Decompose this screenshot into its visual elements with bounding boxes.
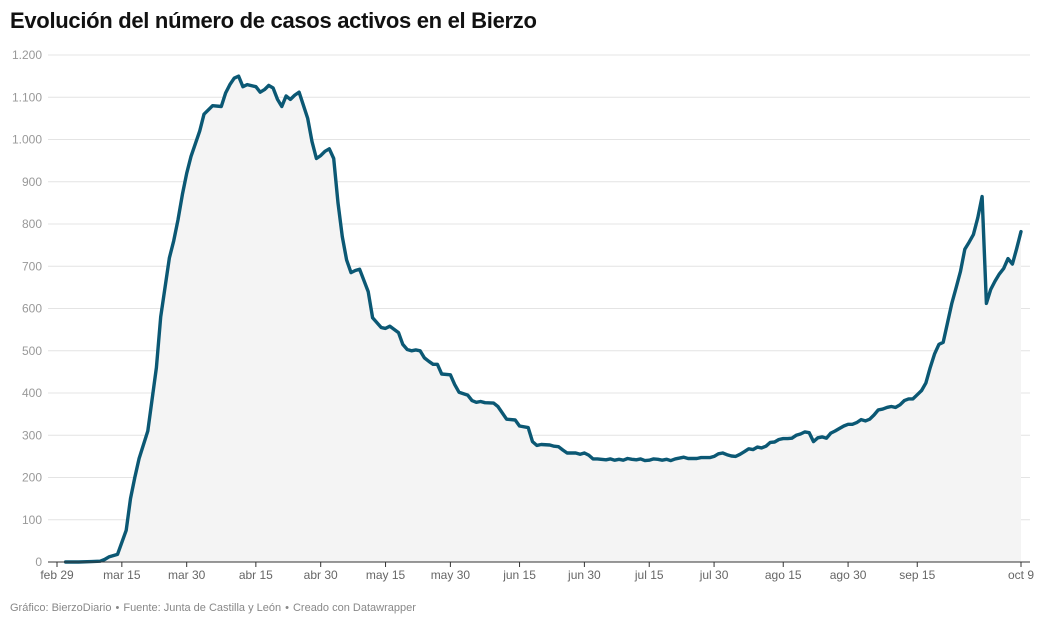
x-tick-label: mar 15 bbox=[103, 568, 141, 582]
y-tick-label: 500 bbox=[22, 344, 42, 358]
x-tick-label: may 30 bbox=[431, 568, 471, 582]
y-tick-label: 0 bbox=[35, 555, 42, 569]
x-tick-label: abr 30 bbox=[304, 568, 338, 582]
x-tick-label: abr 15 bbox=[239, 568, 273, 582]
x-tick-label: oct 9 bbox=[1008, 568, 1034, 582]
y-tick-label: 400 bbox=[22, 386, 42, 400]
y-tick-label: 200 bbox=[22, 471, 42, 485]
y-tick-label: 900 bbox=[22, 175, 42, 189]
y-tick-label: 700 bbox=[22, 259, 42, 273]
y-tick-label: 1.000 bbox=[12, 133, 42, 147]
x-tick-label: sep 15 bbox=[899, 568, 935, 582]
x-tick-label: feb 29 bbox=[40, 568, 74, 582]
data-source: Fuente: Junta de Castilla y León bbox=[123, 602, 282, 614]
chart-credit: Gráfico: BierzoDiario bbox=[10, 602, 112, 614]
x-axis-ticks: feb 29 mar 15 mar 30 abr 15 abr 30 may 15 may … bbox=[40, 562, 1034, 582]
y-tick-label: 100 bbox=[22, 513, 42, 527]
y-axis-labels: 0 100 200 300 400 500 600 700 800 900 1.000 1.100 1.… bbox=[12, 48, 42, 569]
x-tick-label: jul 15 bbox=[634, 568, 664, 582]
y-tick-label: 1.100 bbox=[12, 90, 42, 104]
area-fill bbox=[65, 76, 1022, 562]
series-line bbox=[63, 74, 1023, 564]
x-tick-label: jul 30 bbox=[699, 568, 729, 582]
tool-credit: Creado con Datawrapper bbox=[292, 602, 416, 614]
x-tick-label: ago 30 bbox=[830, 568, 867, 582]
y-tick-label: 800 bbox=[22, 217, 42, 231]
chart-title: Evolución del número de casos activos en… bbox=[10, 8, 537, 33]
y-tick-label: 600 bbox=[22, 302, 42, 316]
chart-footer: Gráfico: BierzoDiario • Fuente: Junta de C… bbox=[10, 602, 416, 614]
x-tick-label: ago 15 bbox=[765, 568, 802, 582]
y-tick-label: 300 bbox=[22, 428, 42, 442]
x-tick-label: jun 15 bbox=[502, 568, 536, 582]
x-tick-label: jun 30 bbox=[567, 568, 601, 582]
x-tick-label: may 15 bbox=[366, 568, 406, 582]
x-tick-label: mar 30 bbox=[168, 568, 206, 582]
y-tick-label: 1.200 bbox=[12, 48, 42, 62]
